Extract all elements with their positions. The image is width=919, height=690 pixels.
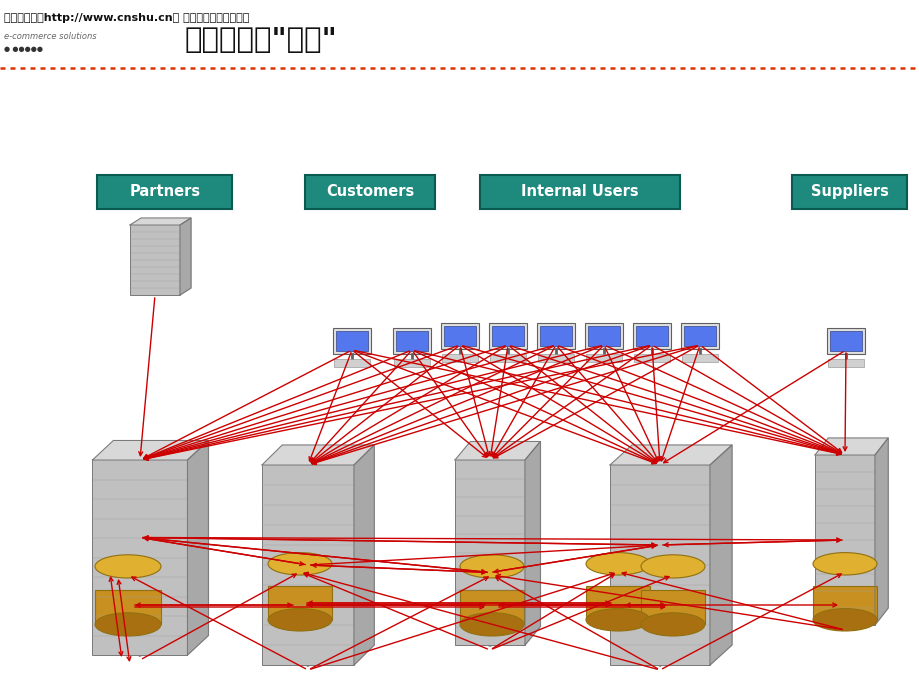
Bar: [334, 359, 369, 367]
Bar: [539, 326, 572, 346]
Polygon shape: [609, 445, 732, 465]
Bar: [681, 354, 717, 362]
Text: Partners: Partners: [130, 184, 200, 199]
Bar: [492, 326, 524, 346]
Bar: [537, 323, 574, 349]
Ellipse shape: [267, 609, 332, 631]
Polygon shape: [525, 442, 539, 645]
Bar: [490, 354, 526, 362]
Text: e-commerce solutions: e-commerce solutions: [4, 32, 96, 41]
Text: 精品资料网（http://www.cnshu.cn） 专业提供企管培训资料: 精品资料网（http://www.cnshu.cn） 专业提供企管培训资料: [4, 13, 249, 23]
Bar: [480, 175, 679, 209]
Bar: [585, 586, 650, 620]
Bar: [641, 589, 704, 624]
Bar: [587, 326, 619, 346]
Ellipse shape: [585, 609, 650, 631]
Text: 应用集成的"噩梦": 应用集成的"噩梦": [185, 26, 337, 54]
Bar: [305, 175, 435, 209]
Bar: [829, 331, 861, 351]
Ellipse shape: [641, 613, 704, 636]
Ellipse shape: [460, 613, 524, 636]
Polygon shape: [354, 445, 374, 665]
Polygon shape: [455, 442, 539, 460]
Polygon shape: [130, 218, 191, 225]
Bar: [393, 359, 429, 367]
Bar: [827, 359, 863, 367]
Bar: [632, 323, 670, 349]
Bar: [395, 331, 427, 351]
Ellipse shape: [641, 555, 704, 578]
Ellipse shape: [95, 555, 161, 578]
Bar: [262, 465, 354, 665]
Bar: [455, 460, 525, 645]
Bar: [680, 323, 719, 349]
Bar: [633, 354, 669, 362]
Bar: [95, 589, 161, 624]
Ellipse shape: [95, 613, 161, 636]
Bar: [683, 326, 715, 346]
Ellipse shape: [812, 609, 876, 631]
Bar: [826, 328, 864, 354]
Bar: [609, 465, 709, 665]
Bar: [538, 354, 573, 362]
Bar: [335, 331, 368, 351]
Polygon shape: [187, 440, 209, 655]
Bar: [392, 328, 430, 354]
Ellipse shape: [812, 553, 876, 575]
Text: ● ●●●●●: ● ●●●●●: [4, 46, 43, 52]
Polygon shape: [814, 438, 887, 455]
Text: Internal Users: Internal Users: [521, 184, 638, 199]
Bar: [441, 354, 478, 362]
Bar: [635, 326, 667, 346]
Polygon shape: [93, 440, 209, 460]
Bar: [93, 460, 187, 655]
Bar: [584, 323, 622, 349]
Bar: [791, 175, 906, 209]
Bar: [440, 323, 479, 349]
Ellipse shape: [585, 553, 650, 575]
Polygon shape: [262, 445, 374, 465]
Bar: [97, 175, 233, 209]
Bar: [460, 589, 524, 624]
Text: Customers: Customers: [325, 184, 414, 199]
Ellipse shape: [267, 553, 332, 575]
Bar: [814, 455, 874, 625]
Bar: [489, 323, 527, 349]
Bar: [333, 328, 370, 354]
Polygon shape: [180, 218, 191, 295]
Ellipse shape: [460, 555, 524, 578]
Polygon shape: [874, 438, 887, 625]
Bar: [585, 354, 621, 362]
Bar: [444, 326, 475, 346]
Text: Suppliers: Suppliers: [811, 184, 888, 199]
Bar: [812, 586, 876, 620]
Bar: [130, 225, 180, 295]
Bar: [267, 586, 332, 620]
Polygon shape: [709, 445, 732, 665]
